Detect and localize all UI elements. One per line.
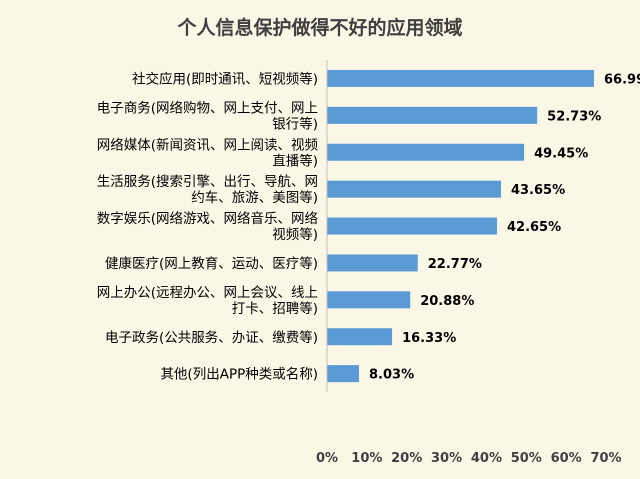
data-label-5: 22.77% <box>428 257 482 272</box>
x-tick-label-2: 20% <box>391 451 422 466</box>
data-label-0: 66.99% <box>604 72 640 87</box>
category-label-6-1: 打卡、招聘等) <box>232 300 318 317</box>
category-label-1-0: 电子商务(网络购物、网上支付、网上 <box>97 100 318 116</box>
category-label-8-0: 其他(列出APP种类或名称) <box>160 367 318 383</box>
category-label-2-1: 直播等) <box>272 152 318 169</box>
bar-8 <box>327 365 360 383</box>
bar-6 <box>327 291 411 309</box>
x-tick-label-4: 40% <box>471 451 502 466</box>
category-label-3-1: 约车、旅游、美图等) <box>191 189 318 206</box>
data-label-6: 20.88% <box>420 294 474 309</box>
category-label-4-1: 视频等) <box>272 226 318 243</box>
bar-2 <box>327 143 525 161</box>
category-label-2-0: 网络媒体(新闻资讯、网上阅读、视频 <box>97 137 319 153</box>
data-label-4: 42.65% <box>507 220 561 235</box>
category-label-3-0: 生活服务(搜索引擎、出行、导航、网 <box>97 174 318 190</box>
x-tick-label-5: 50% <box>511 451 542 466</box>
x-tick-label-3: 30% <box>431 451 462 466</box>
bar-7 <box>327 328 393 346</box>
data-label-1: 52.73% <box>547 109 601 124</box>
chart-title: 个人信息保护做得不好的应用领域 <box>176 16 462 39</box>
data-label-2: 49.45% <box>534 146 588 161</box>
data-label-8: 8.03% <box>369 368 414 383</box>
data-label-3: 43.65% <box>511 183 565 198</box>
x-axis-ticks: 0% 10% 20% 30% 40% 50% 60% 70% <box>316 451 622 466</box>
category-label-6-0: 网上办公(远程办公、网上会议、线上 <box>97 285 318 301</box>
bar-1 <box>327 106 538 124</box>
category-label-7-0: 电子政务(公共服务、办证、缴费等) <box>105 329 318 346</box>
data-label-7: 16.33% <box>402 331 456 346</box>
x-tick-label-1: 10% <box>351 451 382 466</box>
x-tick-label-6: 60% <box>551 451 582 466</box>
x-tick-label-7: 70% <box>590 451 621 466</box>
bar-0 <box>327 69 595 87</box>
bars <box>327 69 595 383</box>
bar-5 <box>327 254 418 272</box>
category-label-0-0: 社交应用(即时通讯、短视频等) <box>132 70 318 87</box>
bar-3 <box>327 180 501 198</box>
x-tick-label-0: 0% <box>316 451 338 466</box>
category-label-5-0: 健康医疗(网上教育、运动、医疗等) <box>105 255 318 272</box>
category-label-1-1: 银行等) <box>272 115 318 132</box>
category-label-4-0: 数字娱乐(网络游戏、网络音乐、网络 <box>97 210 319 227</box>
data-labels: 66.99% 52.73% 49.45% 43.65% 42.65% 22.77% 20.8… <box>369 72 640 382</box>
bar-4 <box>327 217 497 235</box>
